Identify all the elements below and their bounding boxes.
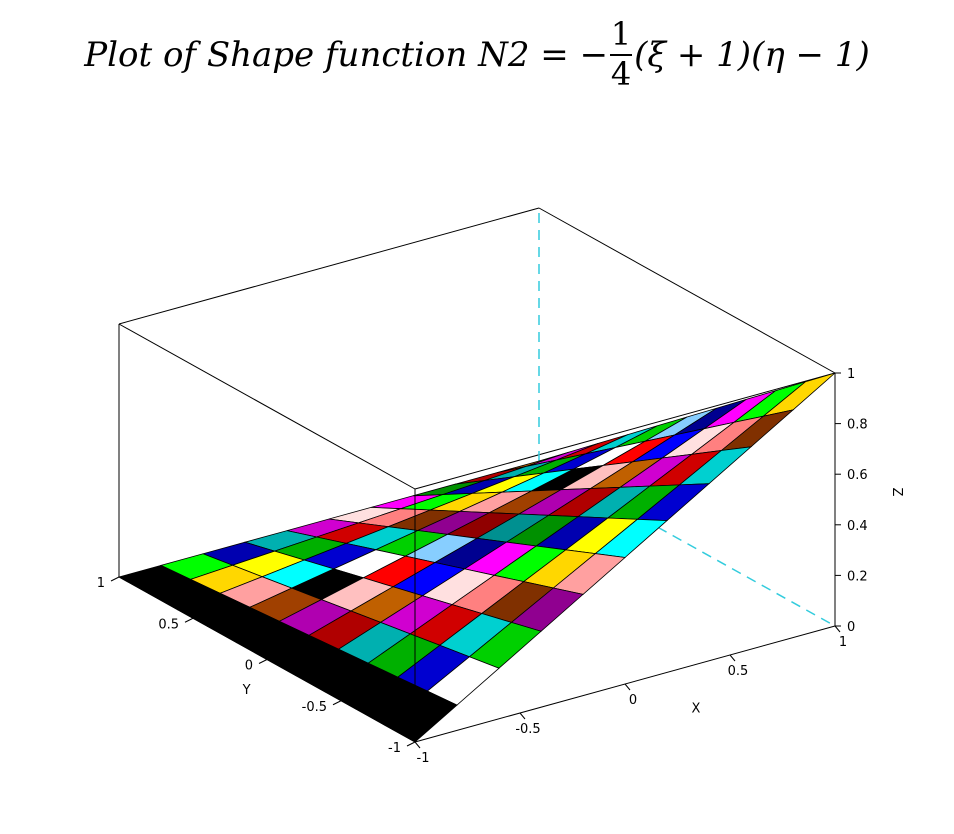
title-prefix: Plot of Shape function N2 = − xyxy=(84,35,609,75)
x-tick xyxy=(834,625,841,633)
box-edge-top-back xyxy=(118,207,540,325)
z-tick-label: 0.4 xyxy=(847,519,868,534)
fraction-denominator: 4 xyxy=(610,55,632,93)
title-fraction: 1 4 xyxy=(610,15,633,93)
x-tick xyxy=(729,654,736,662)
x-tick xyxy=(519,712,526,720)
y-tick-label: -0.5 xyxy=(302,700,327,715)
surface-patch xyxy=(384,690,458,743)
chart-title: Plot of Shape function N2 = − 1 4 (ξ + 1… xyxy=(0,0,954,110)
box-edge-top-right xyxy=(538,207,836,374)
z-tick-label: 0 xyxy=(847,620,855,635)
box-edge-top-left xyxy=(118,323,416,490)
y-tick xyxy=(332,700,342,706)
y-axis-label: Y xyxy=(242,683,251,698)
title-suffix: (ξ + 1)(η − 1) xyxy=(634,35,870,75)
z-tick-label: 1 xyxy=(847,367,855,382)
z-tick-label: 0.8 xyxy=(847,418,868,433)
x-tick-label: 0.5 xyxy=(728,664,749,679)
y-tick-label: 0 xyxy=(245,659,253,674)
x-tick-label: 0 xyxy=(629,693,637,708)
box-edge-top-front xyxy=(414,372,836,490)
x-tick xyxy=(414,741,421,749)
x-tick-label: 1 xyxy=(839,635,847,650)
y-tick xyxy=(184,617,194,623)
z-axis-label: Z xyxy=(889,487,904,496)
x-tick-label: -1 xyxy=(417,751,430,766)
y-tick xyxy=(110,576,120,582)
x-tick xyxy=(624,683,631,691)
fraction-numerator: 1 xyxy=(610,15,632,54)
y-tick xyxy=(406,741,416,747)
x-tick-label: -0.5 xyxy=(515,722,540,737)
y-tick xyxy=(258,659,268,664)
z-tick-label: 0.2 xyxy=(847,569,868,584)
x-axis-label: X xyxy=(692,702,701,717)
y-tick-label: -1 xyxy=(388,741,401,756)
y-tick-label: 0.5 xyxy=(158,617,179,632)
z-tick-label: 0.6 xyxy=(847,468,868,483)
y-tick-label: 1 xyxy=(97,576,105,591)
